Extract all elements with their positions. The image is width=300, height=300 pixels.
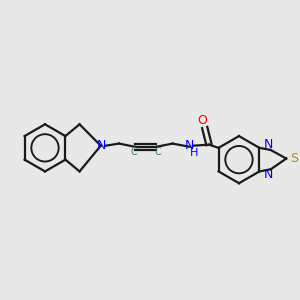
Text: N: N: [97, 139, 106, 152]
Text: H: H: [190, 148, 198, 158]
Text: C: C: [154, 147, 161, 157]
Text: N: N: [264, 138, 273, 151]
Text: N: N: [185, 139, 194, 152]
Text: C: C: [130, 147, 137, 157]
Text: S: S: [290, 152, 298, 165]
Text: O: O: [198, 113, 208, 127]
Text: N: N: [264, 168, 273, 181]
